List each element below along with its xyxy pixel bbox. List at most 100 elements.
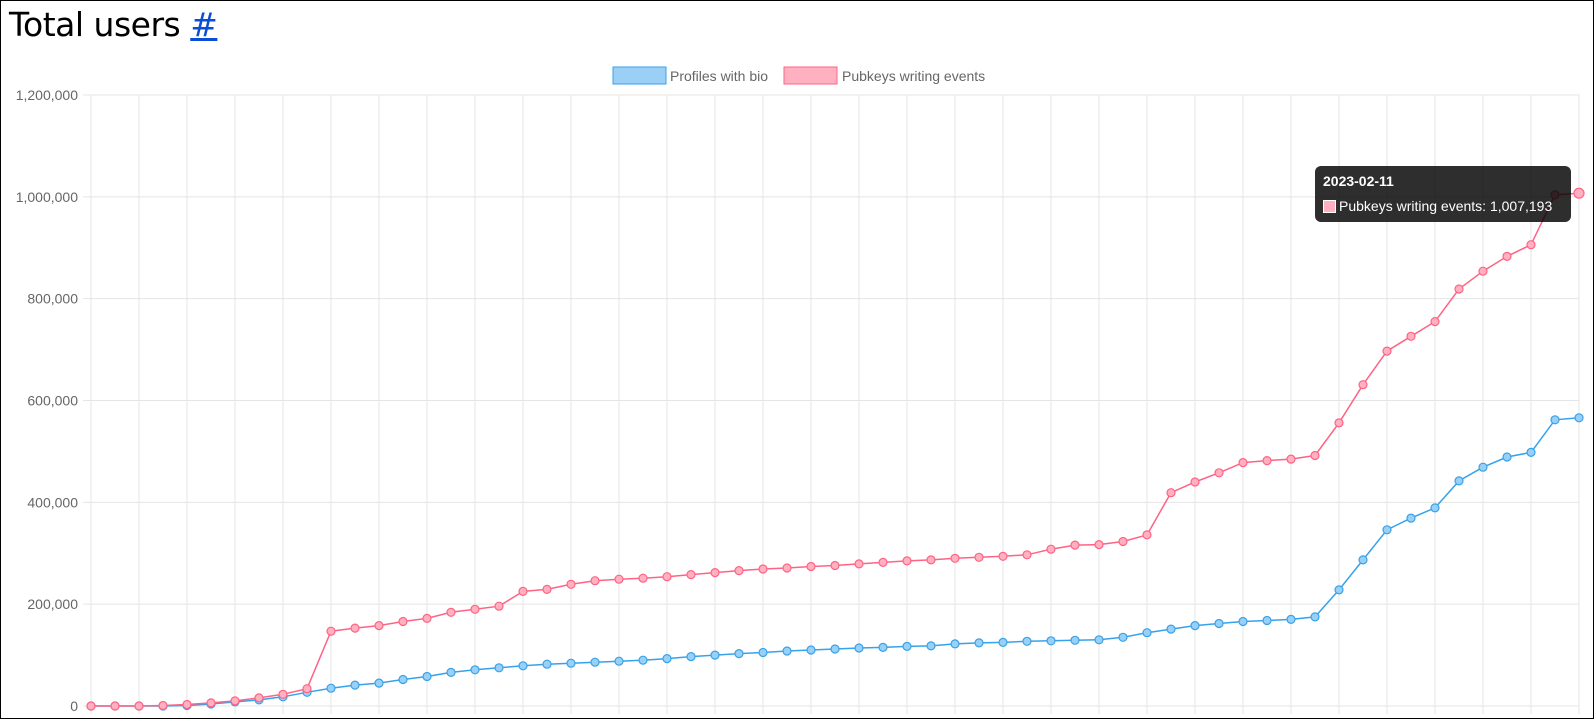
data-point-pubkeys[interactable] bbox=[902, 556, 912, 566]
data-point-pubkeys[interactable] bbox=[1502, 251, 1512, 261]
data-point-profiles[interactable] bbox=[1478, 462, 1488, 472]
data-point-pubkeys[interactable] bbox=[686, 569, 696, 580]
data-point-profiles[interactable] bbox=[710, 650, 720, 660]
data-point-pubkeys[interactable] bbox=[758, 564, 768, 574]
data-point-pubkeys[interactable] bbox=[398, 616, 408, 627]
data-point-profiles[interactable] bbox=[542, 659, 552, 669]
data-point-pubkeys[interactable] bbox=[590, 576, 600, 586]
data-point-profiles[interactable] bbox=[1238, 616, 1248, 627]
data-point-pubkeys[interactable] bbox=[1310, 450, 1320, 461]
data-point-pubkeys[interactable] bbox=[446, 607, 456, 617]
data-point-profiles[interactable] bbox=[1046, 636, 1056, 646]
data-point-pubkeys[interactable] bbox=[1526, 240, 1536, 250]
data-point-profiles[interactable] bbox=[1502, 452, 1512, 462]
data-point-pubkeys[interactable] bbox=[878, 557, 888, 568]
data-point-pubkeys[interactable] bbox=[830, 560, 840, 571]
data-point-profiles[interactable] bbox=[1070, 635, 1080, 645]
data-point-pubkeys[interactable] bbox=[950, 553, 960, 563]
data-point-profiles[interactable] bbox=[782, 646, 792, 656]
data-point-profiles[interactable] bbox=[830, 644, 840, 654]
data-point-profiles[interactable] bbox=[662, 653, 672, 664]
data-point-pubkeys[interactable] bbox=[1094, 539, 1104, 550]
data-point-profiles[interactable] bbox=[1334, 585, 1344, 595]
data-point-pubkeys[interactable] bbox=[326, 626, 336, 636]
data-point-pubkeys[interactable] bbox=[1286, 454, 1296, 464]
data-point-pubkeys[interactable] bbox=[302, 684, 312, 694]
data-point-pubkeys[interactable] bbox=[782, 563, 792, 573]
data-point-profiles[interactable] bbox=[1262, 615, 1272, 626]
data-point-pubkeys[interactable] bbox=[734, 565, 744, 576]
data-point-pubkeys[interactable] bbox=[494, 601, 504, 611]
data-point-pubkeys[interactable] bbox=[374, 620, 384, 631]
data-point-pubkeys[interactable] bbox=[1214, 468, 1224, 478]
data-point-profiles[interactable] bbox=[350, 680, 360, 690]
data-point-profiles[interactable] bbox=[950, 639, 960, 649]
data-point-pubkeys[interactable] bbox=[1046, 544, 1056, 554]
data-point-pubkeys[interactable] bbox=[1430, 317, 1440, 327]
data-point-profiles[interactable] bbox=[878, 642, 888, 653]
data-point-pubkeys[interactable] bbox=[1406, 331, 1416, 341]
data-point-profiles[interactable] bbox=[1526, 447, 1536, 457]
data-point-pubkeys[interactable] bbox=[662, 572, 672, 582]
data-point-profiles[interactable] bbox=[758, 647, 768, 658]
data-point-pubkeys[interactable] bbox=[1358, 380, 1368, 390]
data-point-profiles[interactable] bbox=[494, 663, 504, 673]
data-point-pubkeys[interactable] bbox=[350, 623, 360, 633]
data-point-pubkeys[interactable] bbox=[998, 551, 1008, 561]
data-point-pubkeys[interactable] bbox=[110, 701, 120, 711]
data-point-pubkeys[interactable] bbox=[1238, 458, 1248, 468]
data-point-profiles[interactable] bbox=[518, 661, 528, 671]
data-point-profiles[interactable] bbox=[902, 641, 912, 652]
data-point-pubkeys[interactable] bbox=[86, 701, 96, 711]
data-point-pubkeys[interactable] bbox=[182, 699, 192, 710]
data-point-pubkeys[interactable] bbox=[1573, 187, 1585, 199]
data-point-pubkeys[interactable] bbox=[278, 689, 288, 699]
data-point-pubkeys[interactable] bbox=[1142, 530, 1152, 540]
data-point-pubkeys[interactable] bbox=[854, 559, 864, 569]
data-point-profiles[interactable] bbox=[1406, 513, 1416, 523]
anchor-link[interactable]: # bbox=[190, 5, 218, 44]
data-point-profiles[interactable] bbox=[1190, 620, 1200, 631]
data-point-profiles[interactable] bbox=[566, 658, 576, 668]
data-point-profiles[interactable] bbox=[1574, 413, 1584, 423]
data-point-pubkeys[interactable] bbox=[1022, 550, 1032, 560]
data-point-pubkeys[interactable] bbox=[1262, 456, 1272, 466]
data-point-pubkeys[interactable] bbox=[1478, 266, 1488, 276]
data-point-profiles[interactable] bbox=[1310, 612, 1320, 622]
data-point-profiles[interactable] bbox=[1430, 503, 1440, 513]
data-point-profiles[interactable] bbox=[1382, 525, 1392, 535]
data-point-profiles[interactable] bbox=[446, 667, 456, 678]
data-point-profiles[interactable] bbox=[998, 637, 1008, 648]
data-point-profiles[interactable] bbox=[638, 655, 648, 665]
data-point-pubkeys[interactable] bbox=[254, 693, 264, 703]
data-point-pubkeys[interactable] bbox=[518, 586, 528, 597]
data-point-pubkeys[interactable] bbox=[566, 579, 576, 589]
data-point-profiles[interactable] bbox=[1358, 555, 1368, 565]
data-point-profiles[interactable] bbox=[686, 651, 696, 662]
data-point-pubkeys[interactable] bbox=[542, 584, 552, 595]
data-point-profiles[interactable] bbox=[326, 683, 336, 693]
data-point-pubkeys[interactable] bbox=[134, 701, 144, 711]
data-point-profiles[interactable] bbox=[374, 678, 384, 688]
data-point-profiles[interactable] bbox=[470, 665, 480, 675]
data-point-pubkeys[interactable] bbox=[614, 574, 624, 584]
data-point-pubkeys[interactable] bbox=[206, 698, 216, 708]
data-point-pubkeys[interactable] bbox=[470, 604, 480, 614]
data-point-pubkeys[interactable] bbox=[1118, 536, 1128, 547]
data-point-profiles[interactable] bbox=[806, 645, 816, 655]
data-point-pubkeys[interactable] bbox=[1454, 284, 1464, 294]
data-point-profiles[interactable] bbox=[1286, 614, 1296, 625]
data-point-profiles[interactable] bbox=[590, 657, 600, 667]
data-point-profiles[interactable] bbox=[854, 643, 864, 653]
data-point-profiles[interactable] bbox=[1094, 635, 1104, 645]
data-point-profiles[interactable] bbox=[614, 656, 624, 666]
data-point-pubkeys[interactable] bbox=[974, 552, 984, 562]
data-point-pubkeys[interactable] bbox=[710, 567, 720, 578]
data-point-pubkeys[interactable] bbox=[926, 555, 936, 565]
legend[interactable]: Profiles with bio Pubkeys writing events bbox=[612, 66, 985, 85]
data-point-profiles[interactable] bbox=[1214, 618, 1224, 629]
data-point-profiles[interactable] bbox=[422, 671, 432, 682]
data-point-pubkeys[interactable] bbox=[230, 696, 240, 706]
data-point-profiles[interactable] bbox=[926, 641, 936, 651]
data-point-profiles[interactable] bbox=[1454, 476, 1464, 486]
